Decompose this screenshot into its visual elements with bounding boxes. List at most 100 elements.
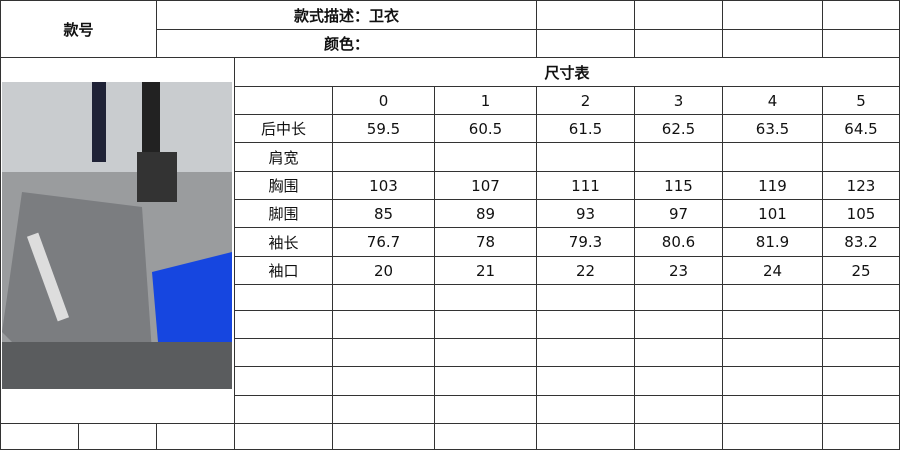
- measurement-label: 脚围: [235, 200, 333, 228]
- empty-cell: [235, 339, 333, 367]
- empty-cell: [333, 311, 435, 339]
- measurement-value: 119: [723, 172, 823, 200]
- empty-cell: [823, 339, 900, 367]
- measurement-value: 25: [823, 257, 900, 285]
- empty-cell: [333, 396, 435, 424]
- empty-cell: [823, 424, 900, 450]
- empty-cell: [333, 367, 435, 396]
- empty-cell: [537, 0, 635, 30]
- empty-cell: [537, 285, 635, 311]
- measurement-value: 64.5: [823, 115, 900, 143]
- measurement-value: 93: [537, 200, 635, 228]
- measurement-label: 袖长: [235, 228, 333, 257]
- empty-cell: [235, 424, 333, 450]
- measurement-value: 80.6: [635, 228, 723, 257]
- empty-cell: [723, 0, 823, 30]
- empty-cell: [635, 30, 723, 58]
- measurement-value: 23: [635, 257, 723, 285]
- empty-cell: [823, 396, 900, 424]
- empty-cell: [435, 396, 537, 424]
- measurement-value: 22: [537, 257, 635, 285]
- color-label: 颜色：: [157, 30, 537, 58]
- measurement-value: 21: [435, 257, 537, 285]
- empty-cell: [435, 311, 537, 339]
- empty-cell: [333, 424, 435, 450]
- empty-cell: [635, 285, 723, 311]
- measurement-value: 61.5: [537, 115, 635, 143]
- size-header: 2: [537, 87, 635, 115]
- empty-cell: [435, 339, 537, 367]
- measurement-value: [823, 143, 900, 172]
- measurement-value: [537, 143, 635, 172]
- empty-cell: [537, 396, 635, 424]
- empty-cell: [723, 339, 823, 367]
- empty-cell: [537, 311, 635, 339]
- measurement-value: 111: [537, 172, 635, 200]
- size-header: 3: [635, 87, 723, 115]
- empty-cell: [635, 396, 723, 424]
- empty-cell: [723, 367, 823, 396]
- empty-cell: [823, 30, 900, 58]
- measurement-label: 后中长: [235, 115, 333, 143]
- empty-cell: [723, 30, 823, 58]
- empty-cell: [235, 396, 333, 424]
- measurement-value: 81.9: [723, 228, 823, 257]
- product-photo: [2, 82, 232, 389]
- measurement-label: 胸围: [235, 172, 333, 200]
- measurement-value: 115: [635, 172, 723, 200]
- empty-cell: [235, 87, 333, 115]
- measurement-value: 83.2: [823, 228, 900, 257]
- footer-cell: [79, 424, 157, 450]
- empty-cell: [635, 0, 723, 30]
- empty-cell: [235, 285, 333, 311]
- empty-cell: [435, 424, 537, 450]
- size-header: 4: [723, 87, 823, 115]
- size-header: 0: [333, 87, 435, 115]
- measurement-label: 袖口: [235, 257, 333, 285]
- measurement-value: 105: [823, 200, 900, 228]
- empty-cell: [235, 367, 333, 396]
- empty-cell: [823, 0, 900, 30]
- empty-cell: [537, 367, 635, 396]
- measurement-value: [333, 143, 435, 172]
- measurement-value: [635, 143, 723, 172]
- measurement-value: 76.7: [333, 228, 435, 257]
- measurement-value: 20: [333, 257, 435, 285]
- style-desc-label: 款式描述：卫衣: [157, 0, 537, 30]
- size-table-title: 尺寸表: [235, 58, 900, 87]
- empty-cell: [235, 311, 333, 339]
- measurement-value: 78: [435, 228, 537, 257]
- empty-cell: [537, 339, 635, 367]
- measurement-value: 101: [723, 200, 823, 228]
- empty-cell: [435, 367, 537, 396]
- measurement-value: 62.5: [635, 115, 723, 143]
- measurement-value: 63.5: [723, 115, 823, 143]
- empty-cell: [537, 30, 635, 58]
- measurement-value: 85: [333, 200, 435, 228]
- empty-cell: [723, 311, 823, 339]
- empty-cell: [823, 311, 900, 339]
- footer-cell: [0, 424, 79, 450]
- style-no-label: 款号: [0, 0, 157, 58]
- empty-cell: [635, 424, 723, 450]
- empty-cell: [723, 396, 823, 424]
- empty-cell: [823, 285, 900, 311]
- measurement-value: 103: [333, 172, 435, 200]
- size-header: 1: [435, 87, 537, 115]
- measurement-value: [723, 143, 823, 172]
- measurement-value: 123: [823, 172, 900, 200]
- measurement-value: 107: [435, 172, 537, 200]
- empty-cell: [635, 311, 723, 339]
- measurement-value: 24: [723, 257, 823, 285]
- measurement-value: 60.5: [435, 115, 537, 143]
- empty-cell: [723, 424, 823, 450]
- measurement-value: 79.3: [537, 228, 635, 257]
- size-header: 5: [823, 87, 900, 115]
- measurement-value: 97: [635, 200, 723, 228]
- empty-cell: [537, 424, 635, 450]
- empty-cell: [435, 285, 537, 311]
- measurement-value: 89: [435, 200, 537, 228]
- empty-cell: [723, 285, 823, 311]
- photo-cell: [0, 58, 235, 424]
